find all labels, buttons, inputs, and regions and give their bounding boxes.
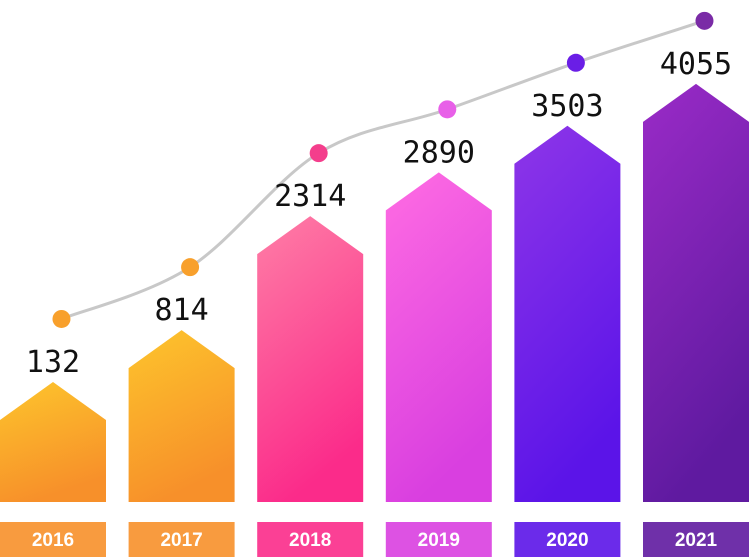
value-labels-group: 132 814 2314 2890 3503 4055	[26, 47, 732, 380]
trend-dot-2018	[309, 144, 328, 163]
bar-2016	[0, 381, 106, 502]
year-label-2018: 2018	[289, 530, 331, 551]
year-strip-2020	[514, 522, 621, 557]
value-label-2016: 132	[26, 345, 80, 380]
bar-2020	[514, 125, 621, 502]
bar-2018	[257, 216, 364, 503]
bar-2017	[128, 330, 235, 502]
year-strip-2016	[0, 522, 106, 557]
year-strip-2019	[385, 522, 492, 557]
year-labels-group: 2016 2017 2018 2019 2020 2021	[0, 522, 749, 557]
trend-dot-2019	[438, 100, 457, 119]
bar-2019	[385, 172, 492, 503]
year-strip-2017	[128, 522, 235, 557]
value-label-2017: 814	[155, 293, 209, 328]
bar-2021	[643, 83, 749, 502]
value-label-2020: 3503	[531, 89, 603, 124]
year-strip-2021	[643, 522, 749, 557]
year-label-2021: 2021	[675, 530, 718, 551]
trend-dot-2017	[181, 258, 200, 277]
bars-group	[0, 83, 749, 503]
year-label-2019: 2019	[418, 530, 460, 551]
year-label-2020: 2020	[546, 530, 588, 551]
year-label-2017: 2017	[160, 530, 202, 551]
value-label-2021: 4055	[660, 47, 732, 82]
trend-dot-2020	[566, 53, 585, 72]
trend-dot-2016	[52, 309, 71, 328]
value-label-2019: 2890	[403, 135, 475, 170]
trend-dot-2021	[695, 11, 714, 30]
year-label-2016: 2016	[32, 530, 74, 551]
year-strip-2018	[257, 522, 364, 557]
value-label-2018: 2314	[274, 179, 346, 214]
trend-line	[60, 19, 705, 321]
trend-dots-group	[52, 11, 714, 328]
